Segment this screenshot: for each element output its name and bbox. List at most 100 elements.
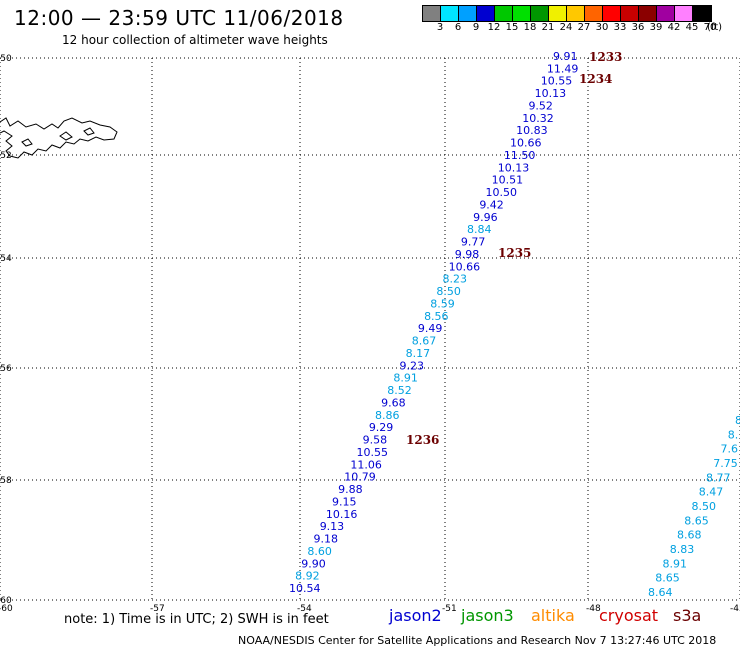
longitude-label: -60 bbox=[0, 604, 13, 614]
legend-swatch bbox=[477, 6, 495, 21]
wave-height-value: 11.50 bbox=[504, 149, 536, 162]
wave-height-value: 9.52 bbox=[528, 99, 553, 112]
legend-swatch bbox=[441, 6, 459, 21]
legend-swatch bbox=[567, 6, 585, 21]
legend-swatch bbox=[549, 6, 567, 21]
legend-label: 45 bbox=[685, 22, 699, 33]
pass-time-label: 1234 bbox=[579, 72, 612, 86]
legend-swatch bbox=[459, 6, 477, 21]
legend-label: 18 bbox=[523, 22, 537, 33]
legend-label: 27 bbox=[577, 22, 591, 33]
legend-label: 39 bbox=[649, 22, 663, 33]
wave-height-value: 10.13 bbox=[535, 87, 567, 100]
wave-height-value: 9.13 bbox=[320, 520, 345, 533]
satellite-name: jason2 bbox=[389, 606, 442, 625]
wave-height-value: 9.68 bbox=[381, 396, 406, 409]
latitude-labels: -50 -52 -54 -56 -58 -60 bbox=[0, 54, 12, 606]
legend-label: 6 bbox=[454, 22, 462, 33]
legend-unit: (ft) bbox=[707, 22, 723, 33]
wave-height-value: 10.13 bbox=[498, 161, 529, 174]
wave-height-value: 8.17 bbox=[406, 347, 431, 360]
latitude-label: -52 bbox=[0, 151, 12, 161]
wave-height-value: 8.50 bbox=[692, 500, 717, 513]
wave-height-value: 8.56 bbox=[424, 310, 449, 323]
color-legend bbox=[422, 5, 712, 22]
longitude-label: -51 bbox=[442, 604, 457, 614]
legend-swatch bbox=[513, 6, 531, 21]
wave-height-value: 9.58 bbox=[363, 434, 388, 447]
legend-label: 70 bbox=[703, 22, 717, 33]
wave-height-value: 9.98 bbox=[455, 248, 480, 261]
wave-height-value: 10.55 bbox=[541, 75, 573, 88]
legend-swatch bbox=[675, 6, 693, 21]
satellite-name: jason3 bbox=[461, 606, 514, 625]
wave-height-value: 8.68 bbox=[677, 529, 702, 542]
wave-height-value: 8.92 bbox=[295, 570, 320, 583]
wave-height-value: 9.90 bbox=[301, 557, 326, 570]
wave-height-value: 10.66 bbox=[510, 137, 542, 150]
legend-label: 15 bbox=[505, 22, 519, 33]
wave-height-value: 9.42 bbox=[479, 198, 504, 211]
wave-height-value: 8.65 bbox=[684, 514, 709, 527]
wave-height-value: 8.91 bbox=[393, 372, 418, 385]
wave-height-value: 8. bbox=[735, 414, 740, 427]
falkland-coastline bbox=[0, 117, 118, 159]
legend-label: 24 bbox=[559, 22, 573, 33]
wave-height-value: 10.79 bbox=[344, 471, 376, 484]
legend-label: 42 bbox=[667, 22, 681, 33]
latitude-label: -50 bbox=[0, 54, 12, 64]
legend-swatch bbox=[693, 6, 711, 21]
legend-label: 12 bbox=[487, 22, 501, 33]
wave-height-value: 8.64 bbox=[648, 586, 673, 599]
wave-height-value: 8.52 bbox=[387, 384, 412, 397]
wave-height-value: 9.91 bbox=[553, 50, 578, 63]
pass-time-label: 1235 bbox=[498, 246, 531, 260]
legend-swatch bbox=[639, 6, 657, 21]
wave-height-value: 8.67 bbox=[412, 335, 437, 348]
legend-label: 33 bbox=[613, 22, 627, 33]
wave-height-value: 8.50 bbox=[436, 285, 461, 298]
wave-height-value: 9.96 bbox=[473, 211, 498, 224]
wave-height-value: 10.51 bbox=[492, 174, 523, 187]
footer-credit: NOAA/NESDIS Center for Satellite Applica… bbox=[238, 634, 717, 647]
legend-label: 9 bbox=[472, 22, 480, 33]
legend-swatch bbox=[603, 6, 621, 21]
legend-label: 3 bbox=[436, 22, 444, 33]
wave-height-value: 9.77 bbox=[461, 236, 486, 249]
wave-height-value: 8.65 bbox=[655, 572, 680, 585]
wave-height-value: 10.50 bbox=[485, 186, 516, 199]
wave-height-value: 7.6 bbox=[721, 443, 739, 456]
altimeter-track-b: 8.8.7.67.758.778.478.508.658.688.838.918… bbox=[648, 414, 740, 599]
legend-swatch bbox=[585, 6, 603, 21]
wave-height-value: 10.32 bbox=[522, 112, 554, 125]
wave-height-value: 10.16 bbox=[326, 508, 358, 521]
wave-height-value: 9.15 bbox=[332, 495, 357, 508]
wave-height-value: 8.60 bbox=[307, 545, 332, 558]
wave-height-value: 10.83 bbox=[516, 124, 548, 137]
wave-height-value: 8.83 bbox=[670, 543, 695, 556]
legend-label: 36 bbox=[631, 22, 645, 33]
longitude-label: -54 bbox=[297, 604, 312, 614]
wave-height-value: 8.23 bbox=[442, 273, 467, 286]
units-note: note: 1) Time is in UTC; 2) SWH is in fe… bbox=[64, 612, 329, 627]
satellite-name: cryosat bbox=[599, 606, 659, 625]
longitude-label: -45 bbox=[730, 604, 740, 614]
pass-labels: 1233 1234 1235 1236 bbox=[406, 50, 622, 447]
wave-height-value: 9.23 bbox=[400, 359, 425, 372]
latitude-label: -58 bbox=[0, 476, 12, 486]
wave-height-value: 8.77 bbox=[706, 471, 731, 484]
legend-swatch bbox=[423, 6, 441, 21]
wave-height-value: 7.75 bbox=[713, 457, 738, 470]
wave-height-value: 10.55 bbox=[357, 446, 389, 459]
longitude-label: -48 bbox=[586, 604, 601, 614]
map-subtitle: 12 hour collection of altimeter wave hei… bbox=[62, 33, 328, 47]
legend-swatch bbox=[531, 6, 549, 21]
altimeter-track-a: 9.9111.4910.5510.139.5210.3210.8310.6611… bbox=[289, 50, 578, 595]
satellite-name: s3a bbox=[673, 606, 702, 625]
wave-height-value: 10.66 bbox=[449, 260, 481, 273]
pass-time-label: 1236 bbox=[406, 433, 439, 447]
wave-height-value: 9.18 bbox=[314, 533, 339, 546]
map-title: 12:00 — 23:59 UTC 11/06/2018 bbox=[14, 6, 344, 30]
wave-height-value: 9.29 bbox=[369, 421, 394, 434]
